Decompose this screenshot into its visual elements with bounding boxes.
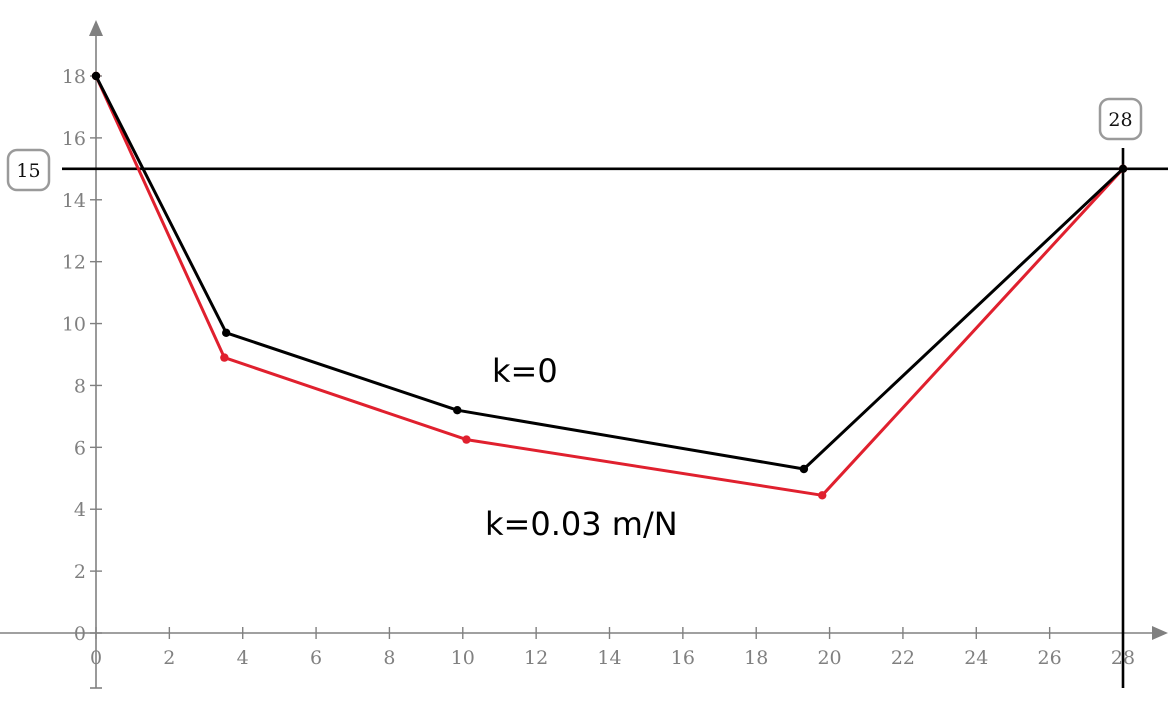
x-axis-arrow xyxy=(1152,626,1168,640)
y-tick-label: 18 xyxy=(62,66,86,88)
y-tick-label: 4 xyxy=(74,499,86,521)
data-point-k0 xyxy=(1118,164,1128,174)
data-point-k0 xyxy=(453,406,462,415)
series-label-k0: k=0 xyxy=(492,352,558,390)
vertical-reference-marker xyxy=(1098,97,1143,141)
x-tick-label: 20 xyxy=(817,647,841,669)
series-line-k0 xyxy=(94,75,1125,471)
x-tick-label: 6 xyxy=(310,647,322,669)
y-axis-arrow xyxy=(89,20,103,36)
y-tick-label: 10 xyxy=(62,314,86,336)
x-tick-label: 4 xyxy=(237,647,249,669)
series-layer xyxy=(91,71,1128,500)
data-point-k003 xyxy=(220,353,229,362)
x-tick-label: 2 xyxy=(163,647,175,669)
data-point-k0 xyxy=(799,464,809,474)
data-point-k0 xyxy=(222,328,231,338)
x-tick-label: 14 xyxy=(597,647,621,669)
x-tick-label: 26 xyxy=(1038,647,1062,669)
x-tick-label: 24 xyxy=(964,647,988,669)
x-tick-label: 8 xyxy=(383,647,395,669)
data-point-k0 xyxy=(91,71,101,81)
y-tick-label: 8 xyxy=(74,375,86,397)
annotations: k=0 k=0.03 m/N xyxy=(485,352,678,543)
y-tick-label: 16 xyxy=(62,128,86,150)
x-tick-label: 22 xyxy=(891,647,915,669)
axes xyxy=(0,20,1168,689)
y-tick-label: 0 xyxy=(74,623,86,645)
series-line-k003 xyxy=(94,75,1125,497)
series-label-k003: k=0.03 m/N xyxy=(485,505,678,543)
x-tick-label: 12 xyxy=(524,647,548,669)
x-tick-label: 16 xyxy=(671,647,695,669)
horizontal-reference-value: 15 xyxy=(16,160,40,182)
vertical-reference-value: 28 xyxy=(1108,109,1132,131)
y-tick-label: 14 xyxy=(62,190,86,212)
horizontal-reference-marker xyxy=(6,148,51,192)
x-tick-label: 10 xyxy=(451,647,475,669)
y-tick-label: 12 xyxy=(62,252,86,274)
x-tick-label: 18 xyxy=(744,647,768,669)
data-point-k003 xyxy=(818,491,827,500)
data-point-k003 xyxy=(462,435,471,444)
x-tick-label: 0 xyxy=(90,647,102,669)
y-tick-label: 6 xyxy=(74,437,86,459)
y-tick-label: 2 xyxy=(74,561,86,583)
